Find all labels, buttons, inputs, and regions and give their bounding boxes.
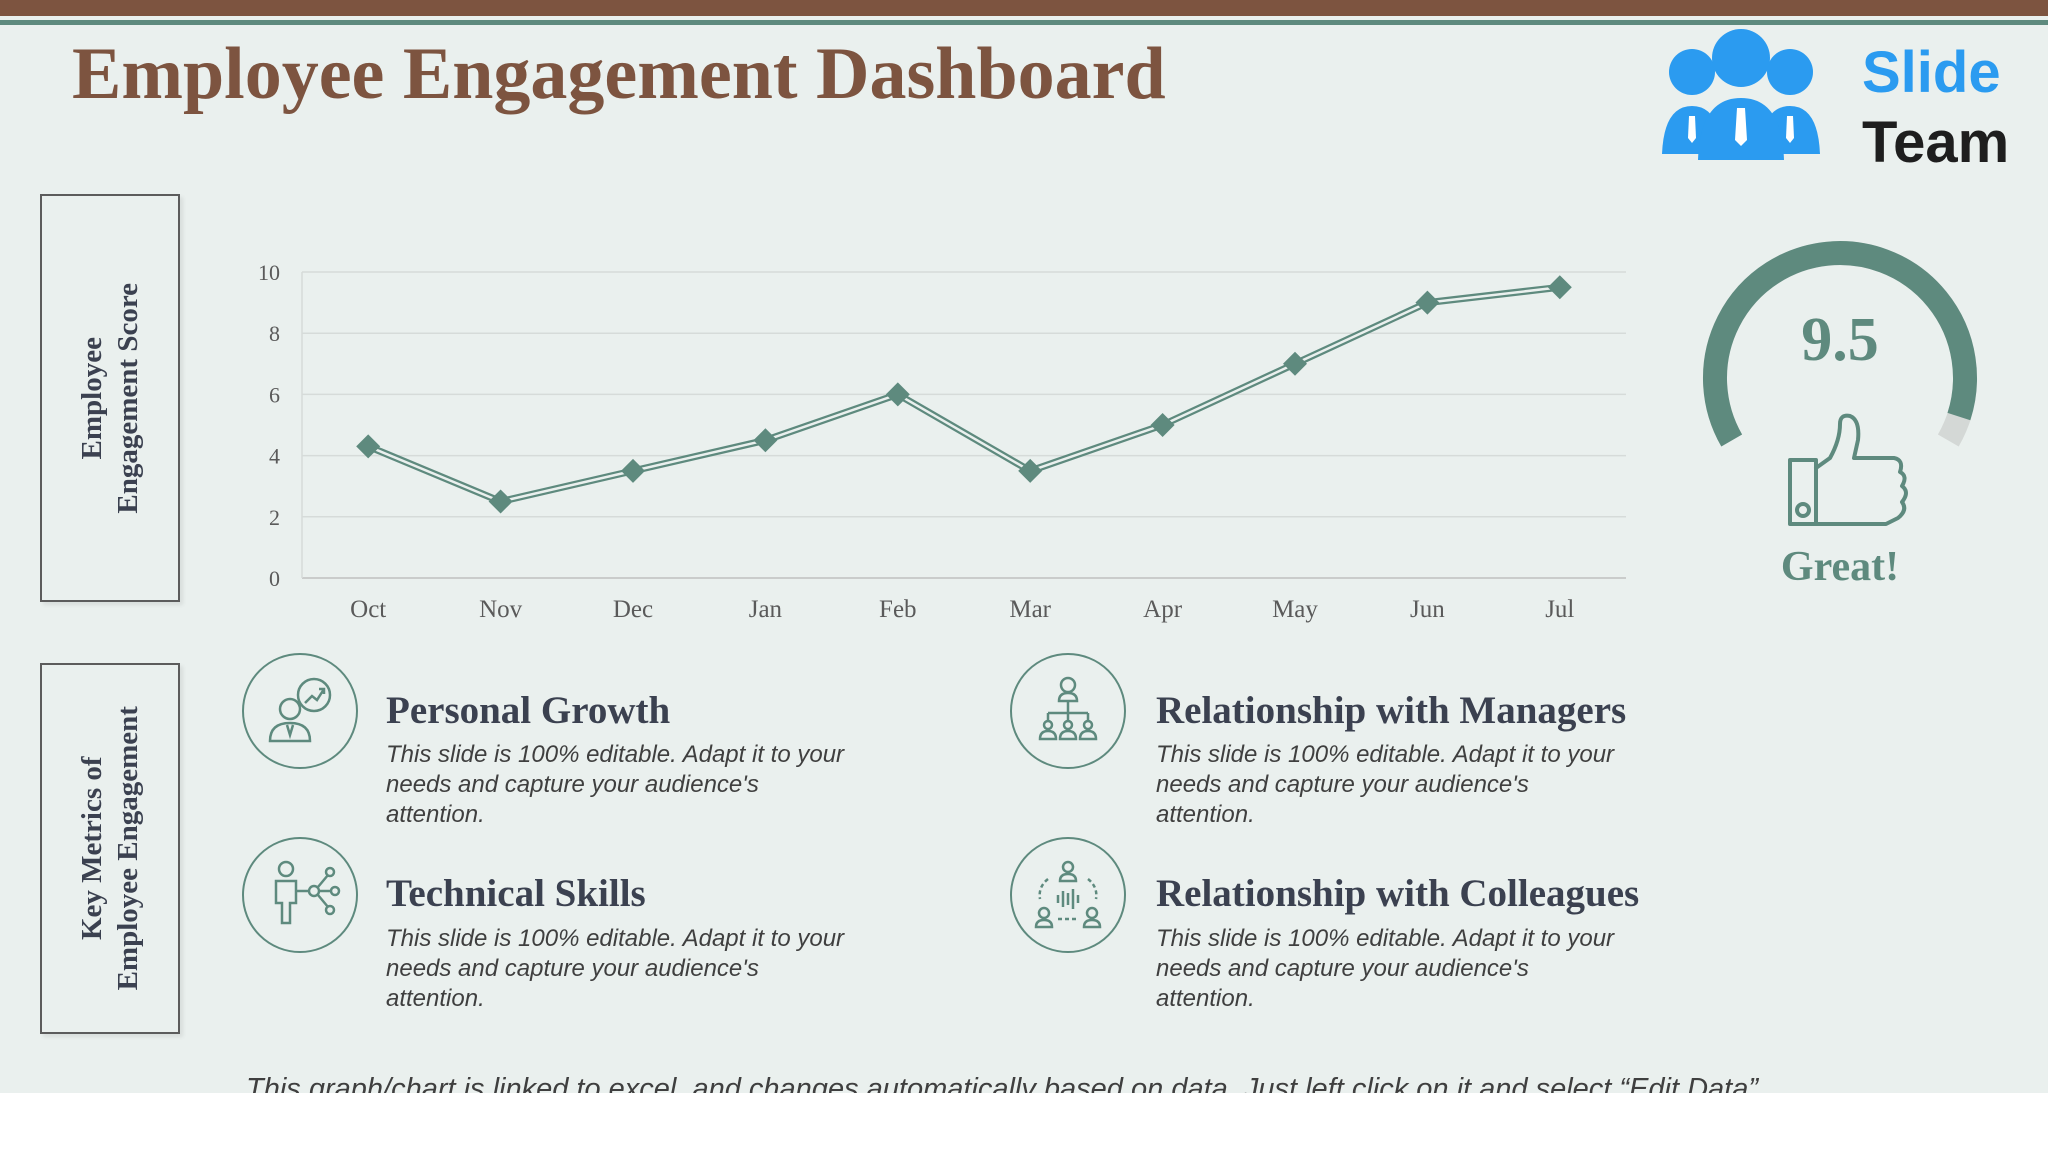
metric-description: This slide is 100% editable. Adapt it to… xyxy=(1156,741,1615,828)
thumbs-up-icon xyxy=(1788,413,1908,526)
engagement-gauge: 9.5 Great! xyxy=(1702,241,1977,590)
label-line: Employee Engagement xyxy=(112,706,144,991)
metric-title: Relationship with Colleagues xyxy=(1156,872,1640,915)
engagement-score-label: Employee Engagement Score xyxy=(74,283,147,514)
metric-title: Personal Growth xyxy=(386,689,671,732)
y-tick-label: 4 xyxy=(269,444,280,469)
metric-description: This slide is 100% editable. Adapt it to… xyxy=(386,925,845,1012)
key-metrics-label-box: Key Metrics of Employee Engagement xyxy=(40,663,180,1034)
metric-description: This slide is 100% editable. Adapt it to… xyxy=(386,741,845,828)
x-tick-label: Apr xyxy=(1143,596,1183,623)
x-tick-label: Feb xyxy=(879,596,917,623)
person-growth-icon xyxy=(242,653,358,769)
series-line-highlight xyxy=(367,286,1560,503)
engagement-score-label-box: Employee Engagement Score xyxy=(40,194,180,602)
top-accent-line xyxy=(0,20,2048,25)
label-line: Engagement Score xyxy=(112,282,145,514)
gauge-value: 9.5 xyxy=(1801,306,1879,374)
data-point[interactable] xyxy=(1283,351,1307,376)
x-tick-label: Dec xyxy=(613,596,653,623)
label-line: Employee xyxy=(75,336,108,460)
data-point[interactable] xyxy=(885,382,910,407)
x-tick-label: Oct xyxy=(350,596,386,623)
data-point[interactable] xyxy=(621,458,645,483)
key-metrics-label: Key Metrics of Employee Engagement xyxy=(74,706,147,990)
data-point[interactable] xyxy=(753,428,778,453)
team-communication-icon xyxy=(1010,837,1126,953)
metric-title: Relationship with Managers xyxy=(1156,689,1627,732)
data-point[interactable] xyxy=(488,489,513,514)
x-tick-label: Jul xyxy=(1545,596,1574,623)
y-tick-label: 6 xyxy=(269,382,280,407)
gauge-fill xyxy=(1702,241,1977,447)
y-tick-label: 8 xyxy=(269,321,280,346)
gauge-label: Great! xyxy=(1781,544,1899,590)
metric-description: This slide is 100% editable. Adapt it to… xyxy=(1156,925,1615,1012)
footer-note: This graph/chart is linked to excel, and… xyxy=(246,1073,1767,1093)
org-hierarchy-icon xyxy=(1010,653,1126,769)
logo-team-text: Team xyxy=(1862,110,2009,166)
data-point[interactable] xyxy=(1415,290,1440,315)
x-tick-label: Mar xyxy=(1009,596,1051,623)
x-tick-label: Nov xyxy=(479,596,523,623)
y-tick-label: 0 xyxy=(269,566,280,591)
logo-slide-text: Slide xyxy=(1862,40,2001,105)
slide: Employee Engagement Dashboard Slide Team… xyxy=(0,0,2048,1093)
data-point[interactable] xyxy=(356,434,381,459)
page-title: Employee Engagement Dashboard xyxy=(72,33,1166,115)
engagement-score-line-chart[interactable]: 0 2 4 6 8 10 Oct Nov Dec Jan Feb Mar Apr May Jun Jul xyxy=(230,240,1650,640)
data-point[interactable] xyxy=(1547,275,1572,300)
y-tick-label: 10 xyxy=(258,260,280,285)
label-line: Key Metrics of xyxy=(75,756,108,941)
person-network-icon xyxy=(242,837,358,953)
y-tick-label: 2 xyxy=(269,505,280,530)
x-tick-label: Jun xyxy=(1410,596,1445,623)
x-tick-label: May xyxy=(1272,596,1318,623)
top-band xyxy=(0,0,2048,16)
x-tick-label: Jan xyxy=(749,596,783,623)
metric-title: Technical Skills xyxy=(386,872,646,915)
slideteam-logo: Slide Team xyxy=(1662,29,2009,166)
data-point[interactable] xyxy=(1150,413,1175,437)
